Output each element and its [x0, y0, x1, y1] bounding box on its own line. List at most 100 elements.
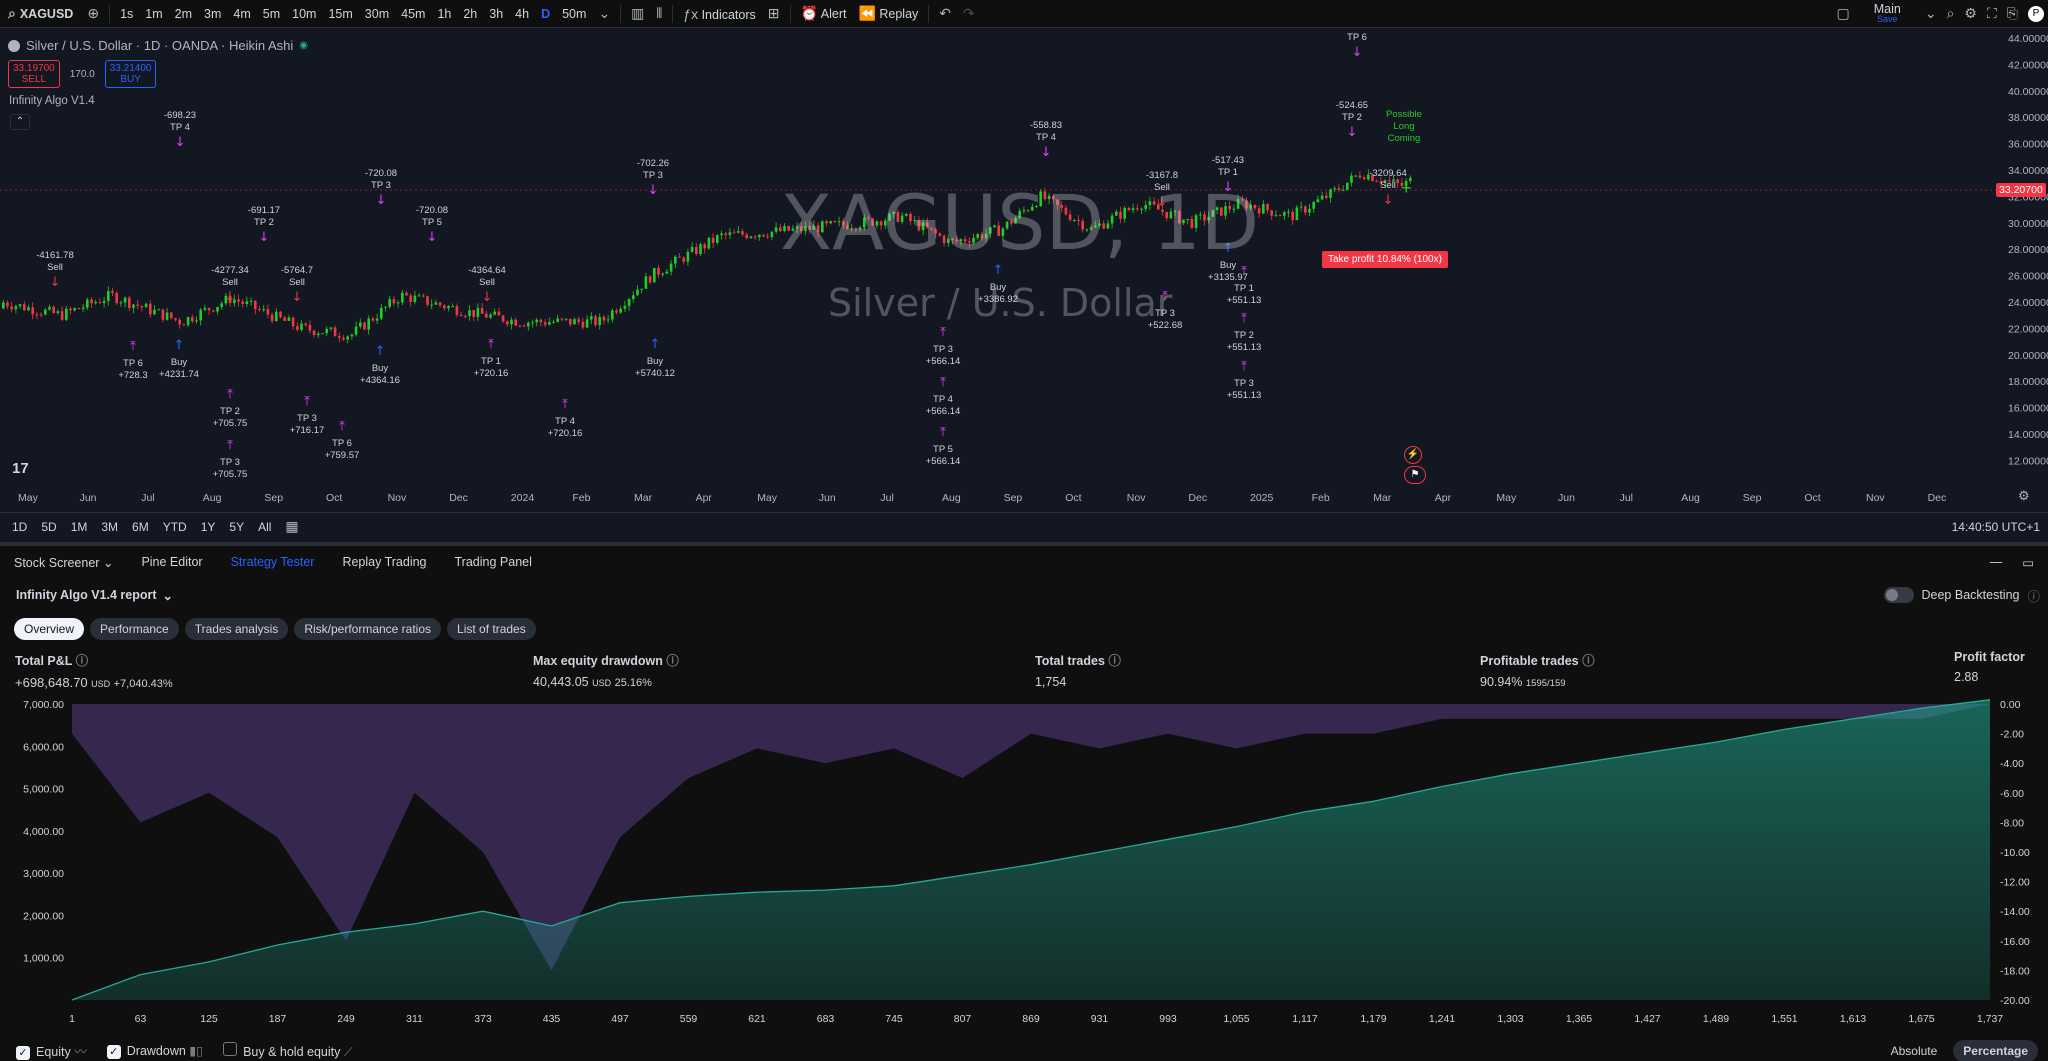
gear-icon[interactable]: ⚙ [1964, 5, 1977, 21]
interval-1m[interactable]: 1m [145, 6, 163, 21]
buyhold-checkbox[interactable] [223, 1041, 238, 1056]
layouts-icon[interactable]: ⊞ [767, 5, 780, 21]
info-icon[interactable]: ⓘ [1108, 654, 1121, 668]
interval-3m[interactable]: 3m [204, 6, 222, 21]
chevron-down-icon[interactable]: ⌄ [162, 588, 174, 603]
fullscreen-box-icon[interactable]: ▢ [1836, 5, 1850, 21]
candles-icon[interactable]: ▥ [631, 5, 645, 21]
alert-button[interactable]: ⏰ Alert [795, 5, 853, 22]
candle-body [737, 231, 740, 233]
percentage-button[interactable]: Percentage [1953, 1039, 2038, 1061]
buy-signal: ↑ Buy+3135.97 [1208, 241, 1248, 283]
range-All[interactable]: All [258, 519, 272, 534]
range-6M[interactable]: 6M [132, 519, 149, 534]
maximize-icon[interactable]: ⛶ [1986, 5, 1997, 21]
time-tick: Sep [1004, 492, 1023, 504]
subtab-risk-ratios[interactable]: Risk/performance ratios [294, 618, 442, 640]
candle-body [1409, 177, 1412, 181]
info-icon[interactable]: ⓘ [75, 654, 89, 668]
candle-body [825, 221, 828, 224]
interval-1h[interactable]: 1h [437, 6, 452, 21]
drawdown-option[interactable]: ✓ Drawdown ▮▯ [106, 1043, 203, 1059]
interval-4m[interactable]: 4m [233, 6, 251, 21]
interval-1s[interactable]: 1s [120, 6, 134, 21]
interval-2m[interactable]: 2m [174, 6, 193, 21]
undo-icon[interactable]: ↶ [939, 5, 952, 21]
down-arrow-icon: ↓ [225, 290, 236, 305]
layout-save[interactable]: Save [1877, 13, 1898, 24]
interval-30m[interactable]: 30m [364, 6, 390, 21]
collapse-legend-button[interactable]: ⌃ [10, 114, 30, 130]
layout-menu[interactable]: Main Save [1860, 2, 1915, 24]
tab-replay-trading[interactable]: Replay Trading [342, 555, 427, 569]
add-symbol-icon[interactable]: ⊕ [87, 5, 100, 21]
interval-50m[interactable]: 50m [562, 6, 587, 21]
subtab-overview[interactable]: Overview [14, 618, 85, 640]
sell-button[interactable]: 33.19700 SELL [8, 60, 60, 88]
indicator-legend[interactable]: Infinity Algo V1.4 [9, 95, 95, 107]
clock-label[interactable]: 14:40:50 UTC+1 [1951, 519, 2040, 534]
tab-pine-editor[interactable]: Pine Editor [141, 555, 203, 569]
info-icon[interactable]: ⓘ [1582, 654, 1595, 668]
maximize-panel-icon[interactable]: ▭ [2022, 555, 2034, 570]
axis-settings-icon[interactable]: ⚙ [2018, 488, 2030, 503]
calendar-icon[interactable]: ▦ [285, 518, 299, 534]
candle-body [476, 307, 480, 317]
subtab-performance[interactable]: Performance [90, 618, 179, 640]
report-title[interactable]: Infinity Algo V1.4 report [16, 588, 157, 602]
interval-45m[interactable]: 45m [401, 6, 426, 21]
deep-backtesting-toggle[interactable] [1883, 587, 1914, 603]
description-watermark: Silver / U.S. Dollar [828, 281, 1173, 325]
candle-body [296, 326, 299, 330]
signal-type: TP 4 [933, 394, 953, 405]
chevron-down-icon[interactable]: ⌄ [1924, 5, 1937, 21]
replay-button[interactable]: ⏪ Replay [852, 5, 924, 22]
range-5D[interactable]: 5D [41, 519, 57, 534]
zoom-search-icon[interactable]: ⌕ [1946, 5, 1955, 21]
interval-15m[interactable]: 15m [328, 6, 353, 21]
tab-strategy-tester[interactable]: Strategy Tester [230, 555, 315, 569]
chart-type-icon[interactable]: ⫴ [656, 5, 663, 21]
tab-stock-screener[interactable]: Stock Screener ⌄ [14, 555, 113, 570]
buy-button[interactable]: 33.21400 BUY [104, 60, 157, 88]
candle-body [506, 321, 509, 325]
absolute-button[interactable]: Absolute [1890, 1043, 1938, 1058]
minimize-icon[interactable]: — [1989, 554, 2003, 569]
help-icon[interactable]: ⓘ [2027, 589, 2040, 604]
redo-icon[interactable]: ↷ [963, 5, 975, 21]
flash-icon[interactable]: ⚡ [1404, 446, 1422, 464]
info-icon[interactable]: ⓘ [666, 654, 679, 668]
interval-D[interactable]: D [541, 6, 551, 21]
buyhold-option[interactable]: Buy & hold equity ⟋ [223, 1041, 353, 1060]
tab-trading-panel[interactable]: Trading Panel [454, 555, 532, 569]
equity-option[interactable]: ✓ Equity 〰 [16, 1041, 87, 1060]
subtab-trades-analysis[interactable]: Trades analysis [184, 618, 289, 640]
interval-2h[interactable]: 2h [463, 6, 478, 21]
interval-5m[interactable]: 5m [262, 6, 281, 21]
interval-10m[interactable]: 10m [292, 6, 317, 21]
interval-3h[interactable]: 3h [489, 6, 504, 21]
subtab-list-of-trades[interactable]: List of trades [447, 618, 536, 640]
equity-checkbox[interactable]: ✓ [16, 1046, 30, 1060]
range-1D[interactable]: 1D [12, 519, 28, 534]
candle-body [947, 238, 950, 244]
chevron-down-icon[interactable]: ⌄ [598, 5, 611, 21]
candle-body [60, 311, 64, 320]
x-axis-tick: 311 [406, 1013, 423, 1025]
equity-chart[interactable]: 7,000.00 6,000.00 5,000.00 4,000.00 3,000.00… [0, 696, 2048, 1036]
candle-body [367, 318, 370, 330]
range-1M[interactable]: 1M [70, 519, 88, 534]
range-5Y[interactable]: 5Y [229, 519, 245, 534]
price-chart[interactable]: 44.00000 42.00000 40.00000 38.00000 36.00000… [0, 28, 2048, 510]
flag-icon[interactable]: ⚑ [1404, 466, 1426, 484]
left-axis-tick: 3,000.00 [23, 868, 64, 880]
camera-icon[interactable]: ⎘ [2006, 5, 2018, 21]
range-3M[interactable]: 3M [101, 519, 119, 534]
range-YTD[interactable]: YTD [162, 519, 187, 534]
interval-4h[interactable]: 4h [515, 6, 530, 21]
drawdown-checkbox[interactable]: ✓ [106, 1044, 121, 1059]
symbol-search-button[interactable]: ⌕ XAGUSD [0, 5, 81, 22]
avatar-icon[interactable]: P [2028, 5, 2044, 22]
indicators-button[interactable]: ƒx Indicators [677, 6, 761, 22]
range-1Y[interactable]: 1Y [200, 519, 216, 534]
